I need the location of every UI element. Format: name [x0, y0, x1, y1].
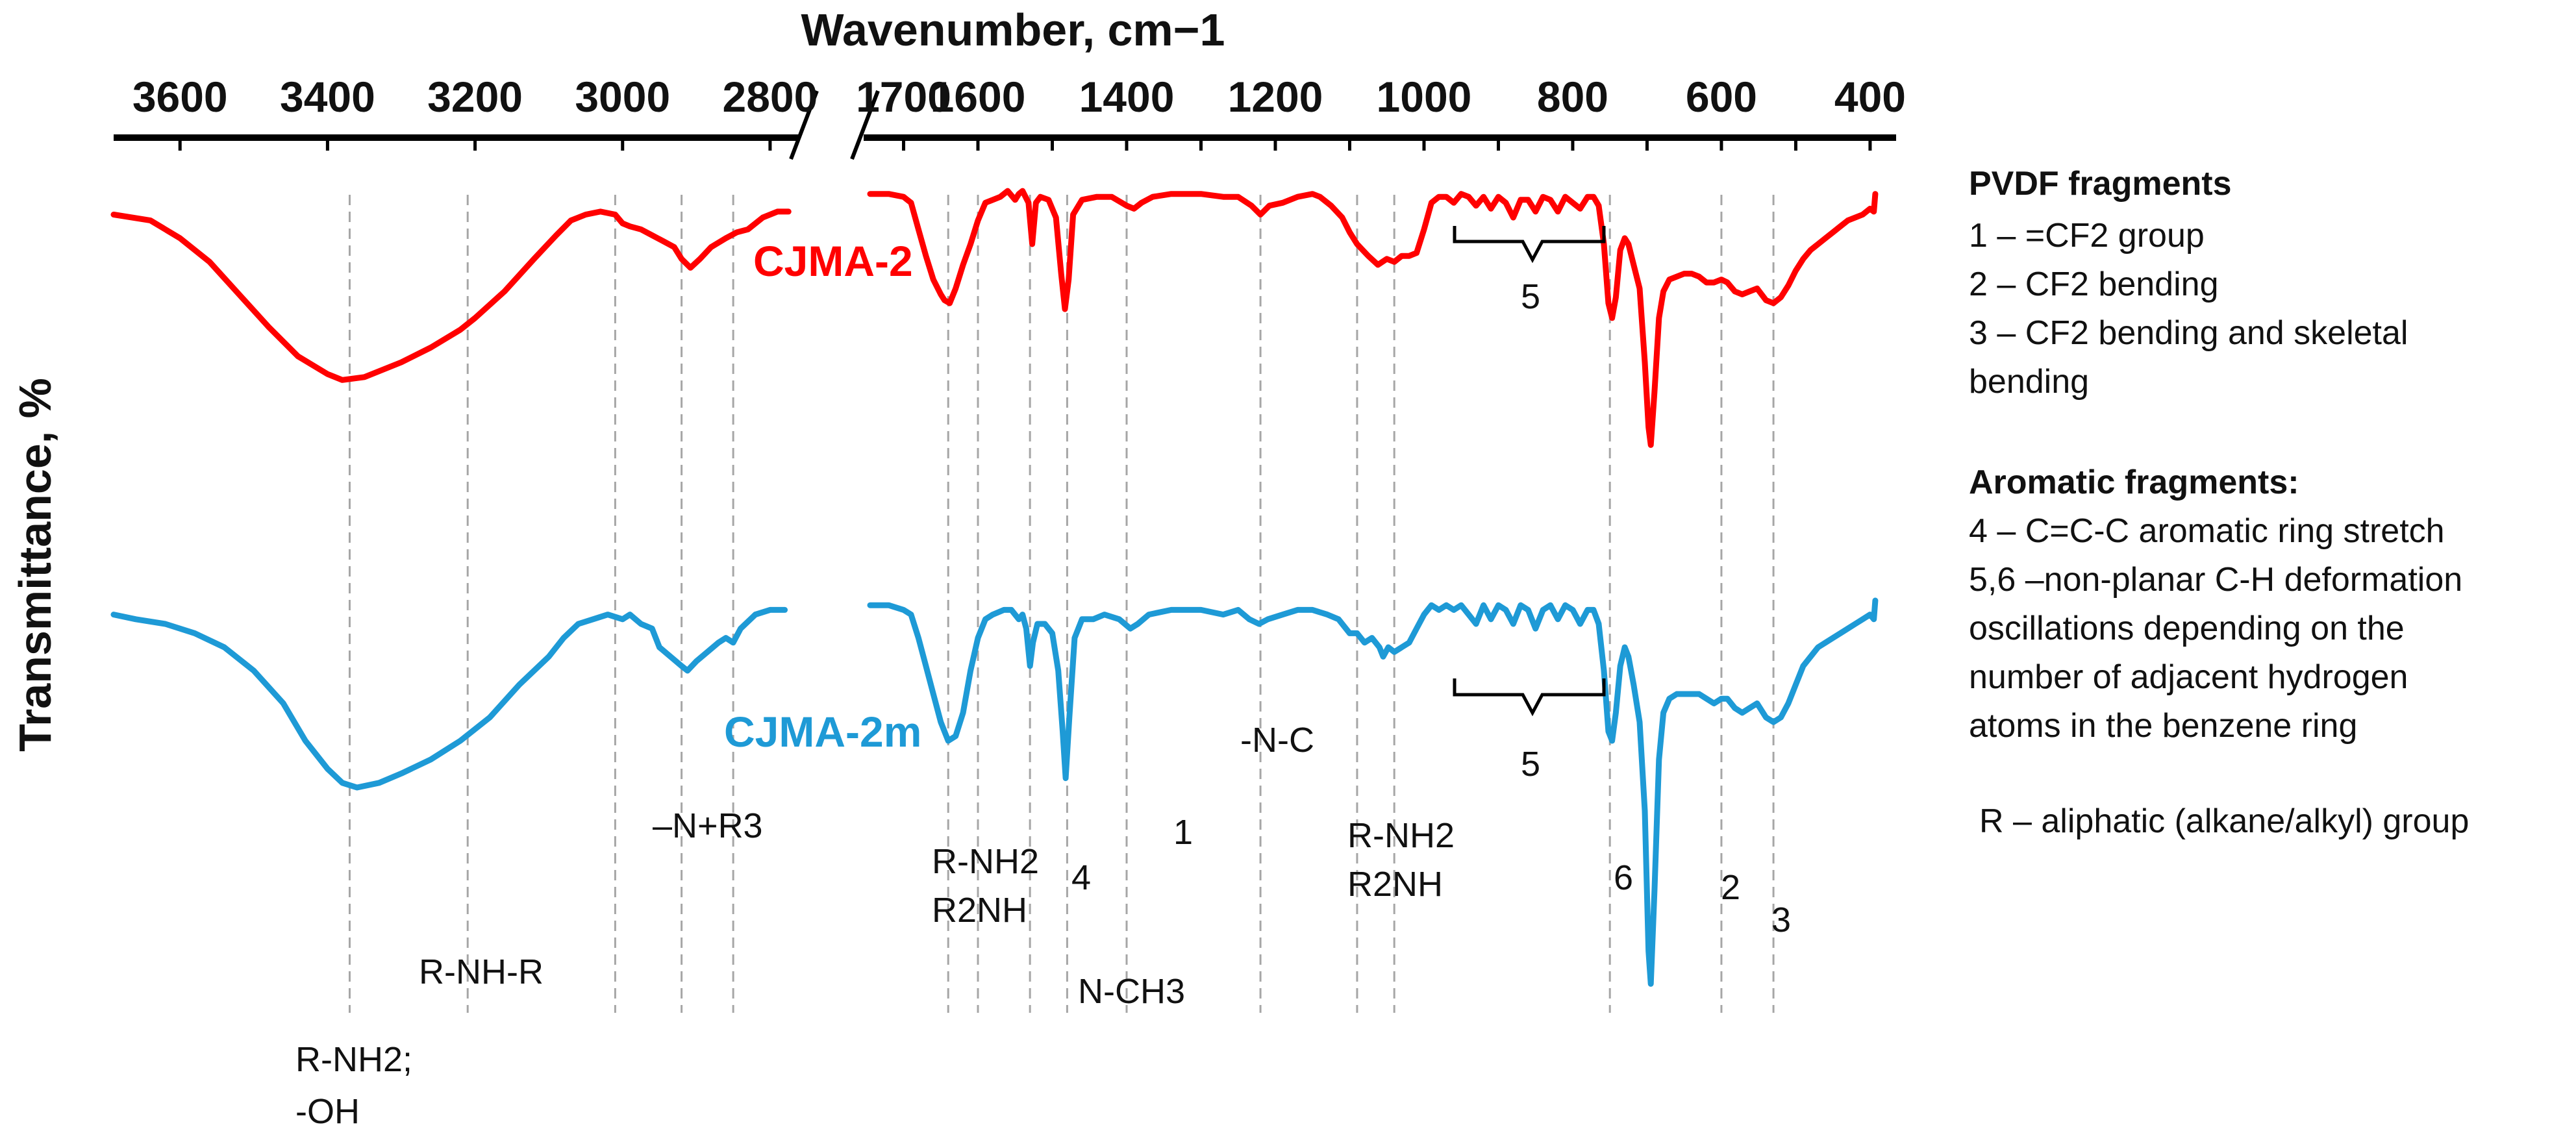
- x-tick-label: 400: [1834, 73, 1906, 121]
- legend-aromatic-header: Aromatic fragments:: [1969, 464, 2299, 501]
- annotation-rnh2-oh: R-NH2;: [295, 1040, 412, 1079]
- x-tick-label: 3200: [427, 73, 523, 121]
- annotation-n-ch3: N-CH3: [1078, 972, 1185, 1011]
- y-axis-label: Transmittance, %: [10, 378, 60, 752]
- x-tick-label: 1000: [1377, 73, 1472, 121]
- legend-aromatic-item-3: oscillations depending on the: [1969, 610, 2405, 647]
- annotation-2: 2: [1721, 868, 1740, 907]
- x-tick-label: 1200: [1228, 73, 1323, 121]
- annotation-1: 1: [1173, 813, 1193, 852]
- legend-r-note: R – aliphatic (alkane/alkyl) group: [1979, 802, 2469, 840]
- annotation-n-c: -N-C: [1240, 721, 1314, 760]
- series-group: [110, 188, 1879, 987]
- legend-aromatic-item-2: 5,6 –non-planar C-H deformation: [1969, 561, 2462, 599]
- annotation-3: 3: [1771, 900, 1791, 939]
- axis-break-mark: [850, 90, 880, 160]
- annotation-5-upper: 5: [1521, 277, 1540, 316]
- x-tick-label: 3600: [132, 73, 228, 121]
- series-line-cjma-2m: [867, 597, 1879, 987]
- legend-aromatic-item-4: number of adjacent hydrogen: [1969, 658, 2408, 696]
- annotation-6: 6: [1614, 858, 1633, 897]
- chart-title: Wavenumber, cm−1: [801, 5, 1225, 55]
- x-tick-label: 1600: [931, 73, 1026, 121]
- reference-line-group: [348, 195, 1775, 1013]
- legend-aromatic-item-1: 4 – C=C-C aromatic ring stretch: [1969, 512, 2445, 550]
- annotation-n-r3: –N+R3: [653, 806, 763, 845]
- legend-aromatic-item-5: atoms in the benzene ring: [1969, 707, 2357, 745]
- legend-pvdf-item-1: 1 – =CF2 group: [1969, 217, 2205, 254]
- x-tick-label: 1700: [856, 73, 951, 121]
- annotation-5-lower: 5: [1521, 745, 1540, 784]
- annotation-r2nh-a: R2NH: [932, 891, 1027, 930]
- annotation-4: 4: [1071, 858, 1091, 897]
- x-tick-label: 3400: [280, 73, 375, 121]
- annotation-rnh2-oh-2: -OH: [295, 1092, 360, 1131]
- x-tick-label: 3000: [575, 73, 670, 121]
- axis-break-mark: [789, 90, 819, 160]
- series-line-cjma-2: [867, 188, 1879, 448]
- legend-pvdf-item-3: 3 – CF2 bending and skeletal: [1969, 314, 2408, 352]
- brace-upper: [1453, 226, 1606, 264]
- legend-pvdf-item-2: 2 – CF2 bending: [1969, 266, 2219, 303]
- annotation-rnhr: R-NH-R: [419, 952, 544, 991]
- x-tick-label: 1400: [1079, 73, 1175, 121]
- x-tick-label: 600: [1686, 73, 1757, 121]
- series-label-cjma-2m: CJMA-2m: [724, 708, 921, 756]
- series-line-cjma-2: [110, 208, 792, 383]
- x-tick-label: 800: [1537, 73, 1608, 121]
- series-label-cjma-2: CJMA-2: [753, 237, 913, 285]
- annotation-rnh2-b: R-NH2: [1347, 816, 1455, 855]
- legend-pvdf-item-3b: bending: [1969, 363, 2089, 401]
- legend-pvdf-header: PVDF fragments: [1969, 165, 2232, 203]
- tick-group: [178, 138, 1872, 151]
- series-line-cjma-2m: [110, 606, 788, 791]
- annotation-rnh2-a: R-NH2: [932, 842, 1039, 881]
- x-tick-label: 2800: [723, 73, 818, 121]
- brace-lower: [1453, 678, 1606, 717]
- annotation-r2nh-b: R2NH: [1347, 865, 1443, 904]
